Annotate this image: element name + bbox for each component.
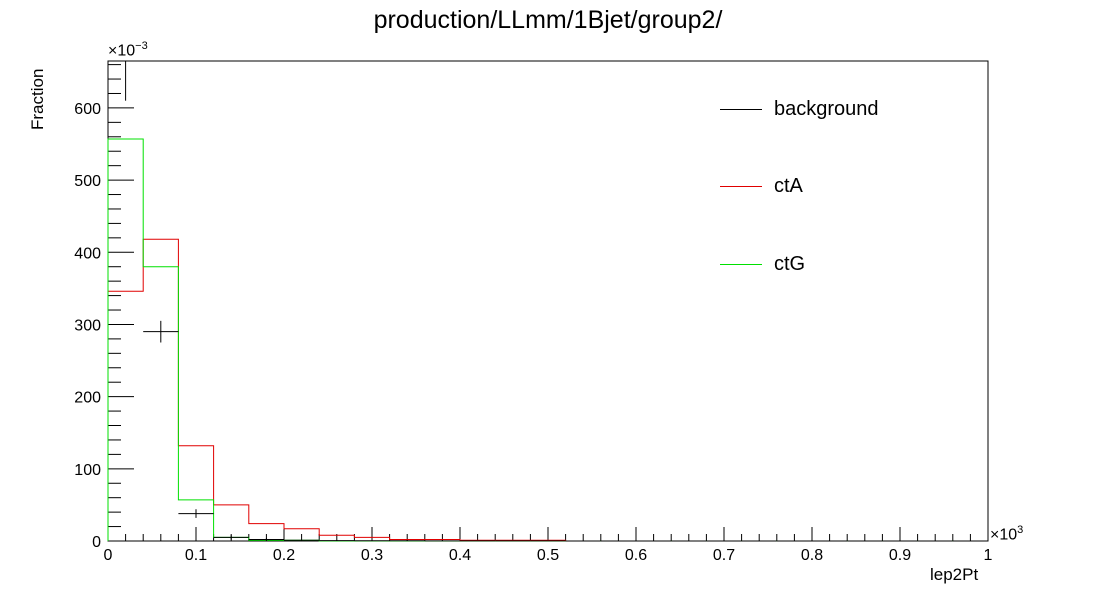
legend-entry-ctG: ctG xyxy=(720,251,960,277)
y-tick-label: 100 xyxy=(74,462,101,479)
x-tick-label: 1 xyxy=(984,547,993,564)
x-multiplier-base: ×10 xyxy=(990,526,1018,544)
series-step-ctG xyxy=(107,138,988,542)
y-tick-label: 0 xyxy=(92,534,101,551)
y-multiplier-exponent: −3 xyxy=(135,40,148,52)
series-points-background xyxy=(108,60,988,542)
legend-label-ctA: ctA xyxy=(774,175,803,197)
legend-swatch-ctG xyxy=(720,264,762,265)
x-tick-label: 0.8 xyxy=(801,547,823,564)
series-step-ctA xyxy=(107,238,988,542)
x-tick-label: 0 xyxy=(104,547,113,564)
y-tick-label: 300 xyxy=(74,317,101,334)
legend-swatch-ctA xyxy=(720,186,762,187)
y-multiplier-base: ×10 xyxy=(108,42,136,60)
x-tick-label: 0.3 xyxy=(361,547,383,564)
x-tick-label: 0.1 xyxy=(185,547,207,564)
x-axis-multiplier: ×103 xyxy=(990,524,1023,544)
x-tick-label: 0.9 xyxy=(889,547,911,564)
plot-frame xyxy=(107,60,989,542)
legend-label-background: background xyxy=(774,98,879,120)
y-tick-label: 500 xyxy=(74,173,101,190)
legend-swatch-background xyxy=(720,109,762,110)
legend-entry-ctA: ctA xyxy=(720,173,960,199)
chart-title: production/LLmm/1Bjet/group2/ xyxy=(373,6,723,34)
x-tick-label: 0.7 xyxy=(713,547,735,564)
legend-label-ctG: ctG xyxy=(774,253,806,275)
y-tick-label: 200 xyxy=(74,390,101,407)
x-axis-label: lep2Pt xyxy=(930,565,979,584)
x-tick-label: 0.2 xyxy=(273,547,295,564)
x-multiplier-exponent: 3 xyxy=(1017,524,1024,536)
y-axis-multiplier: ×10−3 xyxy=(108,40,148,60)
x-tick-label: 0.4 xyxy=(449,547,471,564)
x-tick-label: 0.6 xyxy=(625,547,647,564)
y-axis-label: Fraction xyxy=(28,68,47,130)
x-tick-label: 0.5 xyxy=(537,547,559,564)
legend-entry-background: background xyxy=(720,96,960,122)
y-tick-label: 600 xyxy=(74,101,101,118)
y-tick-label: 400 xyxy=(74,245,101,262)
